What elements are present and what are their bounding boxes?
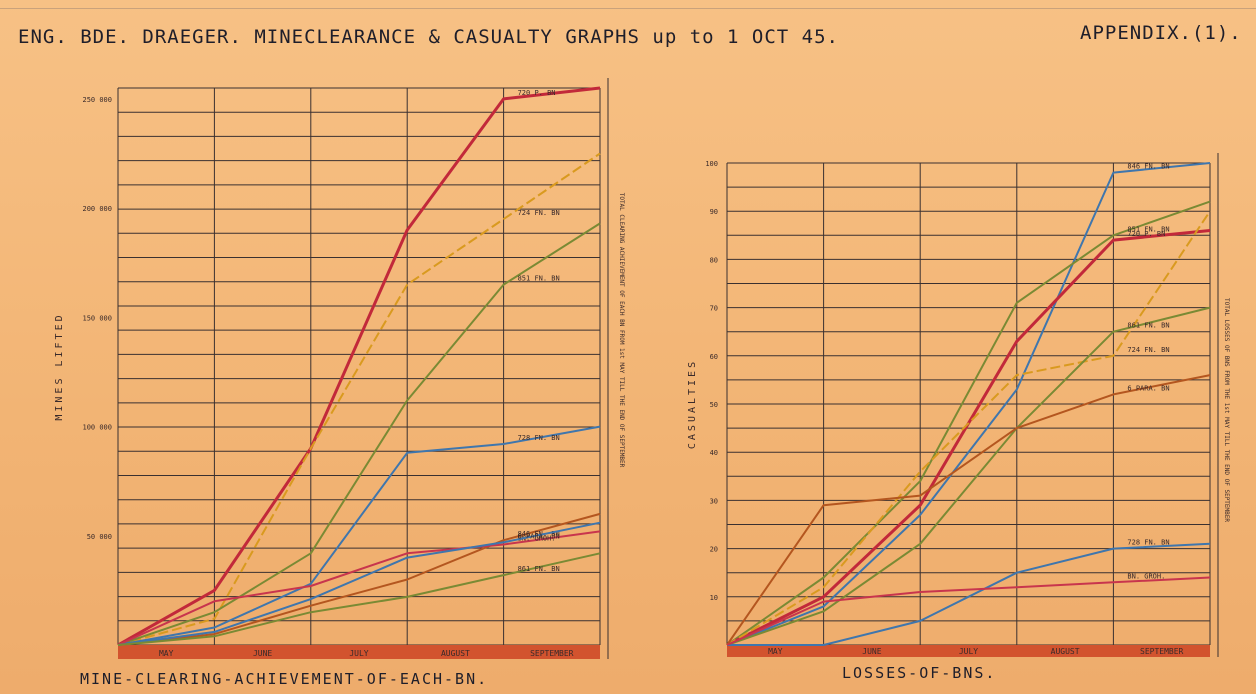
series-label-6-para-bn: 6 PARA. BN	[518, 532, 560, 540]
series-label-846-fn-bn: 846 FN. BN	[1127, 163, 1169, 171]
ytick-label: 150 000	[82, 314, 112, 322]
series-line-861-fn-bn	[726, 306, 1211, 646]
y-axis-label: MINES LIFTED	[54, 312, 65, 420]
page-title: ENG. BDE. DRAEGER. MINECLEARANCE & CASUA…	[18, 26, 839, 48]
ytick-label: 90	[710, 208, 718, 216]
ytick-label: 100	[705, 160, 718, 168]
right-chart-caption: LOSSES-OF-BNS.	[842, 664, 997, 682]
month-band	[727, 645, 1210, 657]
ytick-label: 50	[710, 401, 718, 409]
series-line-728-fn-bn	[117, 425, 601, 646]
month-label-september: SEPTEMBER	[1140, 647, 1184, 656]
month-label-may: MAY	[159, 649, 174, 658]
ytick-label: 30	[710, 497, 718, 505]
series-line-bn-groh	[117, 530, 601, 646]
month-label-august: AUGUST	[441, 649, 470, 658]
month-label-june: JUNE	[862, 647, 881, 656]
month-label-june: JUNE	[253, 649, 272, 658]
series-line-724-fn-bn	[117, 152, 601, 646]
series-label-851-fn-bn: 851 FN. BN	[1127, 225, 1169, 233]
series-line-846-fn-bn	[726, 162, 1211, 646]
series-label-724-fn-bn: 724 FN. BN	[518, 209, 560, 217]
series-line-6-para-bn	[117, 521, 601, 646]
series-line-846-fn-bn	[117, 512, 601, 646]
ytick-label: 40	[710, 449, 718, 457]
month-label-september: SEPTEMBER	[530, 649, 574, 658]
series-line-728-fn-bn	[727, 542, 1211, 646]
y-axis-label: CASUALTIES	[687, 359, 698, 449]
series-line-6-para-bn	[726, 374, 1211, 646]
series-line-851-fn-bn	[726, 200, 1211, 646]
ytick-label: 80	[710, 256, 718, 264]
series-line-851-fn-bn	[117, 222, 601, 646]
page-top-rule	[0, 8, 1256, 9]
month-label-july: JULY	[349, 649, 368, 658]
ytick-label: 10	[710, 594, 718, 602]
series-label-861-fn-bn: 861 FN. BN	[1127, 322, 1169, 330]
ytick-label: 200 000	[82, 205, 112, 213]
right-axis-note: TOTAL CLEARING ACHIEVEMENT OF EACH BN FR…	[618, 193, 625, 468]
ytick-label: 250 000	[82, 96, 112, 104]
series-label-851-fn-bn: 851 FN. BN	[518, 275, 560, 283]
left-chart-caption: MINE-CLEARING-ACHIEVEMENT-OF-EACH-BN.	[80, 670, 489, 688]
month-label-july: JULY	[959, 647, 978, 656]
series-line-724-fn-bn	[726, 210, 1211, 646]
series-label-6-para-bn: 6 PARA. BN	[1127, 384, 1169, 392]
month-band	[118, 645, 600, 659]
series-line-bn-groh	[726, 576, 1211, 646]
appendix-label: APPENDIX.(1).	[1080, 22, 1242, 44]
series-line-720-p-bn	[726, 229, 1211, 647]
ytick-label: 50 000	[87, 533, 112, 541]
series-label-bn-groh: BN. GROH.	[518, 535, 556, 543]
month-label-august: AUGUST	[1051, 647, 1080, 656]
ytick-label: 70	[710, 305, 718, 313]
series-label-bn-groh: BN. GROH.	[1127, 572, 1165, 580]
ytick-label: 100 000	[82, 424, 112, 432]
ytick-label: 60	[710, 353, 718, 361]
right-axis-note: TOTAL LOSSES OF BNS FROM THE 1st MAY TIL…	[1223, 298, 1230, 522]
series-label-728-fn-bn: 728 FN. BN	[1127, 539, 1169, 547]
series-label-728-fn-bn: 728 FN. BN	[518, 434, 560, 442]
series-label-724-fn-bn: 724 FN. BN	[1127, 346, 1169, 354]
series-label-720-p-bn: 720 P. BN	[518, 89, 556, 97]
series-label-861-fn-bn: 861 FN. BN	[518, 565, 560, 573]
month-label-may: MAY	[768, 647, 783, 656]
series-line-861-fn-bn	[117, 552, 601, 646]
series-line-720-p-bn	[117, 86, 601, 647]
series-label-720-p-bn: 720 P. BN	[1127, 230, 1165, 238]
ytick-label: 20	[710, 546, 718, 554]
